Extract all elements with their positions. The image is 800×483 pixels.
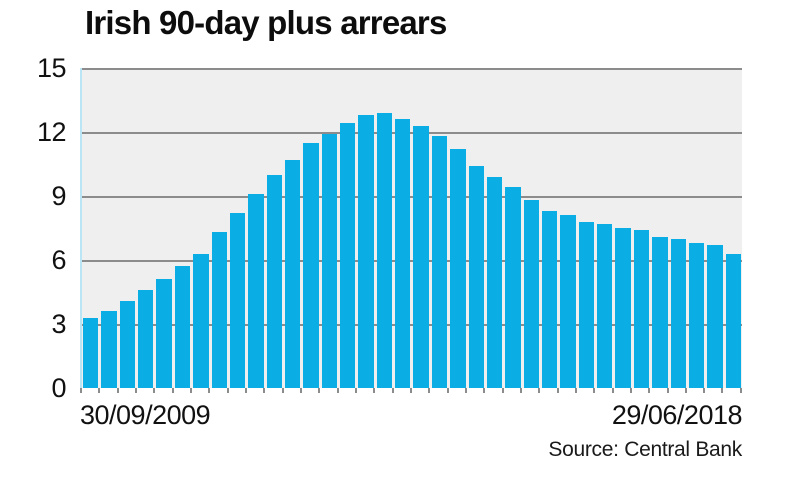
x-tick (519, 388, 522, 393)
bar-13 (303, 142, 319, 388)
bar-21 (450, 149, 466, 388)
x-tick (721, 388, 724, 393)
x-tick (648, 388, 651, 393)
y-axis-label-12: 12 (36, 117, 67, 147)
x-tick (409, 388, 412, 393)
bar-34 (688, 242, 705, 388)
bar-3 (119, 300, 136, 388)
x-tick (684, 388, 687, 393)
y-axis-label-9: 9 (51, 181, 66, 211)
gridline-6 (82, 260, 742, 262)
x-tick (593, 388, 596, 393)
bar-36 (725, 253, 741, 388)
gridline-3 (82, 324, 742, 326)
gridline-12 (82, 132, 742, 134)
bar-35 (707, 245, 723, 388)
x-tick (226, 388, 229, 393)
bar-26 (541, 210, 558, 388)
x-tick (538, 388, 541, 393)
bar-20 (431, 136, 448, 388)
bar-19 (413, 125, 429, 388)
bar-15 (340, 123, 356, 388)
x-axis-labels: 30/09/2009 29/06/2018 (80, 400, 743, 431)
y-axis-label-6: 6 (51, 245, 66, 275)
x-tick (281, 388, 284, 393)
x-tick (354, 388, 357, 393)
bar-7 (193, 253, 209, 388)
x-tick (80, 388, 82, 393)
x-tick (189, 388, 192, 393)
bar-18 (395, 119, 411, 388)
y-axis: 0 3 6 9 12 15 (0, 54, 67, 402)
bar-23 (486, 176, 503, 388)
x-tick (318, 388, 321, 393)
y-axis-label-15: 15 (36, 53, 67, 83)
x-axis-ticks (80, 388, 742, 394)
bar-33 (670, 238, 686, 388)
x-axis-label-first: 30/09/2009 (80, 400, 211, 430)
plot-area (80, 68, 742, 388)
x-tick (464, 388, 467, 393)
gridline-9 (82, 196, 742, 198)
bar-6 (174, 266, 191, 388)
x-tick (263, 388, 266, 393)
bar-25 (523, 200, 539, 388)
bar-16 (358, 114, 374, 388)
chart-title: Irish 90-day plus arrears (85, 4, 447, 41)
x-tick (483, 388, 486, 393)
x-tick (171, 388, 174, 393)
bar-17 (376, 112, 393, 388)
bar-series (83, 68, 741, 388)
bar-10 (248, 193, 264, 388)
bar-9 (229, 213, 246, 388)
bar-29 (597, 223, 613, 388)
bar-14 (321, 134, 338, 388)
x-tick (373, 388, 376, 393)
x-tick (666, 388, 669, 393)
gridline-15 (82, 68, 742, 70)
x-tick (501, 388, 504, 393)
x-tick (244, 388, 247, 393)
y-axis-label-0: 0 (51, 373, 66, 403)
x-tick (703, 388, 706, 393)
source-caption: Source: Central Bank (548, 438, 742, 461)
x-tick (116, 388, 119, 393)
bar-2 (101, 311, 117, 388)
x-tick (98, 388, 101, 393)
bar-28 (578, 221, 595, 388)
x-tick (446, 388, 449, 393)
y-axis-label-3: 3 (51, 309, 66, 339)
bar-30 (615, 228, 631, 388)
x-tick (629, 388, 632, 393)
bar-31 (633, 230, 650, 388)
x-tick (134, 388, 137, 393)
x-tick (739, 388, 742, 393)
x-axis-label-last: 29/06/2018 (611, 400, 743, 430)
bar-4 (138, 289, 154, 388)
x-tick (208, 388, 211, 393)
x-tick (611, 388, 614, 393)
bar-22 (468, 166, 484, 388)
x-tick (299, 388, 302, 393)
x-tick (574, 388, 577, 393)
bar-5 (156, 279, 172, 388)
x-tick (336, 388, 339, 393)
bar-27 (560, 215, 576, 388)
bar-1 (83, 317, 99, 388)
x-tick (428, 388, 431, 393)
bar-8 (211, 232, 227, 388)
bar-32 (652, 236, 668, 388)
x-tick (391, 388, 394, 393)
bar-11 (266, 174, 282, 388)
bar-24 (505, 187, 521, 388)
x-tick (153, 388, 156, 393)
bar-12 (284, 159, 301, 388)
x-tick (556, 388, 559, 393)
